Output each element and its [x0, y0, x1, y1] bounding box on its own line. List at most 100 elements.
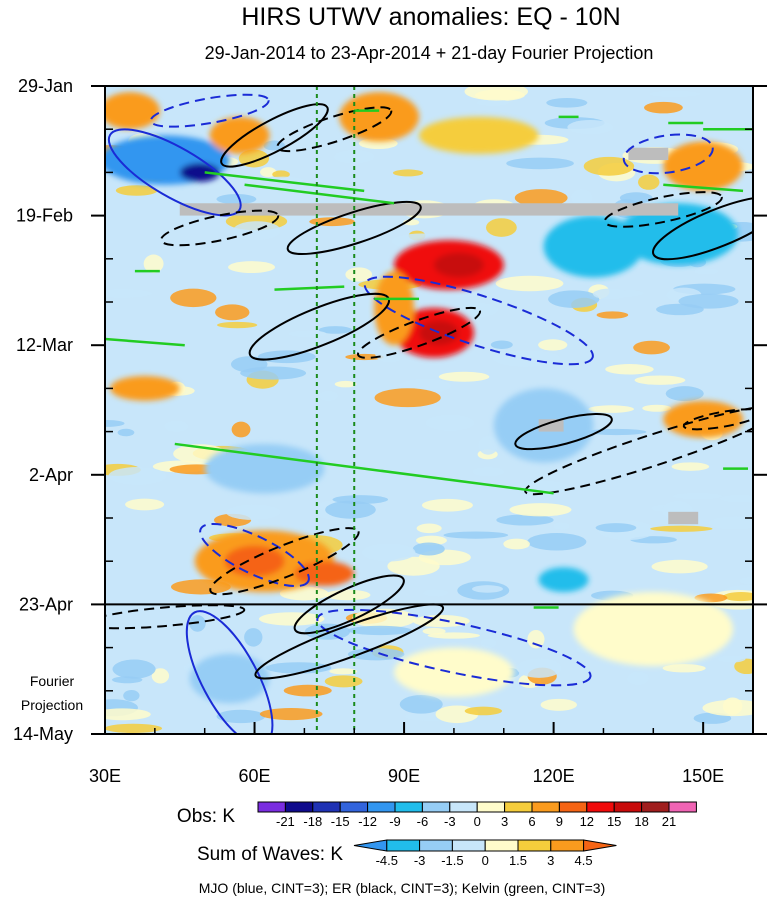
- texture-cell: [108, 467, 167, 486]
- texture-cell: [123, 689, 140, 702]
- texture-cell: [644, 101, 683, 114]
- colorbar-level-label: -9: [389, 814, 401, 829]
- kelvin-contour: [244, 183, 395, 205]
- texture-cell: [425, 414, 475, 432]
- colorbar-level-label: 3: [501, 814, 508, 829]
- y-axis: 29-Jan 19-Feb 12-Mar 2-Apr 23-Apr 14-May: [13, 76, 767, 744]
- er-contour: [652, 195, 753, 261]
- y-tick-label: 29-Jan: [18, 76, 73, 96]
- texture-cell: [627, 671, 650, 686]
- texture-cell: [260, 167, 277, 178]
- mjo-contour: [316, 608, 592, 687]
- texture-cell: [387, 556, 440, 576]
- texture-cell: [332, 495, 389, 505]
- colorbar-level-label: -1.5: [441, 853, 463, 868]
- colorbar-swatch: [339, 801, 369, 813]
- missing-data-box: [179, 203, 679, 216]
- texture-cell: [427, 632, 480, 639]
- texture-cell: [649, 90, 701, 98]
- texture-cell: [329, 668, 358, 675]
- texture-cell: [548, 290, 600, 308]
- colorbar-swatch: [504, 801, 533, 813]
- colorbar-swatch: [353, 839, 388, 852]
- texture-cell: [642, 404, 672, 412]
- texture-cell: [651, 559, 708, 574]
- texture-cell: [540, 698, 578, 711]
- anomaly-blob: [224, 545, 285, 577]
- texture-cell: [334, 380, 357, 388]
- texture-cell: [216, 194, 257, 205]
- er-contour: [160, 209, 280, 247]
- texture-cell: [546, 97, 588, 108]
- texture-cell: [345, 267, 373, 282]
- colorbar-level-label: -15: [331, 814, 350, 829]
- texture-cell: [164, 420, 189, 433]
- anomaly-blob: [105, 92, 160, 130]
- colorbar-swatch: [586, 801, 615, 813]
- texture-cell: [570, 188, 593, 207]
- colorbar-swatch: [419, 839, 453, 852]
- projection-label-line1: Fourier: [30, 673, 75, 689]
- mjo-contour: [107, 128, 242, 217]
- texture-cell: [423, 589, 449, 597]
- obs-colorbar: -21 -18 -15 -12 -9 -6 -3 0 3 6 9 12 15 18 21: [257, 801, 697, 829]
- texture-cell: [553, 522, 570, 531]
- anomaly-blob: [109, 376, 180, 401]
- texture-cell: [215, 304, 250, 321]
- texture-cell: [244, 628, 263, 647]
- colorbar-level-label: -3: [414, 853, 426, 868]
- texture-cell: [189, 615, 206, 632]
- texture-cell: [412, 542, 445, 556]
- x-tick-label: 60E: [239, 766, 271, 786]
- y-tick-label: 2-Apr: [29, 465, 73, 485]
- texture-cell: [495, 275, 564, 292]
- anomaly-blob: [618, 203, 739, 265]
- anomaly-blob: [179, 163, 220, 182]
- texture-cell: [259, 708, 323, 721]
- colorbar-level-label: -12: [358, 814, 377, 829]
- texture-cell: [375, 343, 405, 363]
- texture-cell: [592, 288, 630, 300]
- colorbar-level-label: 1.5: [509, 853, 527, 868]
- colorbar-level-label: 0: [482, 853, 489, 868]
- colorbar-level-label: 6: [528, 814, 535, 829]
- obs-colorbar-label: Obs: K: [177, 806, 235, 827]
- texture-cell: [438, 371, 490, 382]
- colorbar-swatch: [257, 801, 286, 813]
- anomaly-blob: [538, 567, 589, 593]
- texture-cell: [416, 523, 442, 534]
- texture-cell: [694, 268, 719, 275]
- mjo-contour: [199, 522, 310, 588]
- texture-cell: [288, 330, 327, 338]
- texture-cell: [324, 589, 371, 601]
- anomaly-blob: [543, 215, 644, 278]
- anomaly-blob: [663, 141, 744, 191]
- anomaly-blob: [339, 92, 420, 142]
- texture-cell: [596, 311, 629, 319]
- anomaly-blob: [419, 116, 539, 154]
- anomaly-blob: [394, 647, 514, 697]
- colorbar-level-label: -4.5: [376, 853, 398, 868]
- texture-cell: [650, 525, 713, 532]
- y-tick-label: 14-May: [13, 724, 73, 744]
- er-contour: [682, 408, 753, 431]
- texture-cell: [588, 405, 634, 413]
- texture-cell: [509, 503, 572, 517]
- texture-cell: [361, 543, 416, 562]
- texture-cell: [486, 218, 517, 237]
- x-axis: 30E 60E 90E 120E 150E: [89, 722, 724, 786]
- texture-cell: [112, 659, 156, 679]
- kelvin-contour: [174, 442, 554, 495]
- y-tick-label: 19-Feb: [16, 206, 73, 226]
- texture-cell: [471, 585, 503, 593]
- texture-cell: [722, 697, 743, 715]
- colorbar-swatch: [484, 839, 519, 852]
- colorbar-level-label: 0: [474, 814, 481, 829]
- anomaly-blob: [573, 592, 734, 667]
- chart-title: HIRS UTWV anomalies: EQ - 10N: [241, 3, 620, 31]
- colorbar-level-label: 9: [556, 814, 563, 829]
- colorbar-swatch: [668, 801, 697, 813]
- reference-longitude-lines: [315, 86, 356, 734]
- missing-data-box: [668, 511, 699, 525]
- texture-cell: [490, 340, 513, 349]
